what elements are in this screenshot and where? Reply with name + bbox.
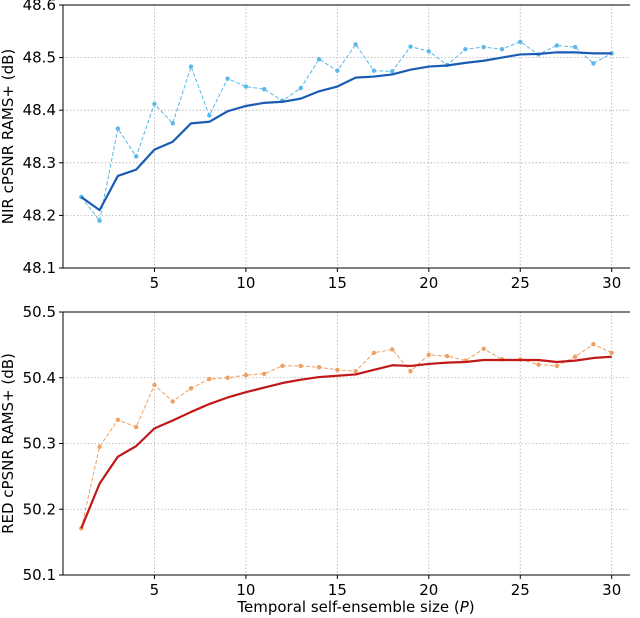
nir-y-tick-label: 48.3 [23, 154, 56, 172]
nir-per-p-point [261, 86, 267, 92]
red-per-p-point [207, 376, 212, 382]
nir-per-p-point [188, 64, 194, 69]
nir-per-p-point [115, 126, 121, 131]
nir-per-p-series-line [80, 41, 612, 222]
nir-x-tick-label: 25 [511, 274, 530, 292]
nir-x-tick-label: 30 [602, 274, 621, 292]
red-per-p-point [261, 371, 267, 377]
red-per-p-point [481, 346, 486, 352]
red-chart-panel: 5 10 15 20 25 30 50.1 50.2 50.3 50.4 50.5 RED cPSNR… [0, 303, 630, 599]
red-per-p-point [353, 368, 358, 374]
red-per-p-point [115, 417, 121, 423]
nir-per-p-point [152, 101, 157, 107]
red-per-p-point [371, 350, 377, 355]
red-per-p-point [188, 386, 194, 391]
nir-per-p-point [499, 46, 505, 52]
red-per-p-point [408, 368, 413, 374]
red-per-p-point [591, 342, 596, 347]
red-cumulative-series-line [80, 355, 612, 529]
nir-per-p-point [426, 49, 432, 54]
red-per-p-point [243, 372, 249, 378]
red-per-p-point [335, 367, 340, 373]
nir-per-p-point [243, 84, 249, 89]
nir-per-p-point [133, 154, 139, 159]
nir-per-p-point [518, 39, 523, 45]
red-per-p-point [536, 362, 541, 367]
red-per-p-point [390, 347, 395, 352]
nir-per-p-point [408, 44, 413, 49]
red-x-tick-label: 30 [602, 581, 621, 599]
red-per-p-point [316, 365, 322, 370]
nir-y-tick-label: 48.5 [23, 49, 56, 67]
red-per-p-point [554, 363, 560, 369]
nir-per-p-point [335, 68, 340, 73]
nir-per-p-point [353, 42, 358, 47]
red-y-tick-label: 50.1 [23, 566, 56, 584]
nir-cumulative-series-line [80, 51, 612, 212]
red-per-p-series-line [80, 343, 612, 529]
x-axis-label: Temporal self-ensemble size (P) [236, 598, 474, 616]
nir-x-tick-label: 10 [236, 274, 255, 292]
nir-per-p-point [97, 218, 102, 223]
nir-per-p-point [371, 68, 377, 73]
nir-y-tick-label: 48.2 [23, 206, 56, 224]
red-per-p-point [280, 363, 285, 369]
nir-per-p-point [316, 56, 322, 62]
red-per-p-point [572, 354, 578, 359]
red-x-tick-label: 25 [511, 581, 530, 599]
nir-x-tick-label: 5 [150, 274, 160, 292]
red-x-tick-label: 10 [236, 581, 255, 599]
red-per-p-point [298, 363, 303, 369]
nir-per-p-point [207, 113, 212, 118]
nir-per-p-point [481, 44, 486, 50]
red-per-p-point [133, 424, 139, 430]
nir-x-tick-label: 15 [328, 274, 347, 292]
nir-per-p-point [225, 76, 230, 81]
red-per-p-point [609, 350, 614, 355]
nir-chart-panel: 5 10 15 20 25 30 48.1 48.2 48.3 48.4 48.5 48.6 NIR c… [0, 0, 630, 292]
red-y-tick-label: 50.3 [23, 435, 56, 453]
nir-y-axis-label: NIR cPSNR RAMS+ (dB) [0, 49, 17, 224]
nir-y-tick-label: 48.6 [23, 0, 56, 14]
red-per-p-point [152, 382, 157, 388]
nir-x-tick-label: 20 [419, 274, 438, 292]
red-y-tick-label: 50.2 [23, 500, 56, 518]
nir-per-p-point [170, 121, 175, 126]
red-per-p-point [444, 353, 450, 359]
nir-per-p-point [390, 69, 395, 74]
nir-per-p-point [591, 61, 596, 66]
red-x-tick-label: 20 [419, 581, 438, 599]
red-y-tick-label: 50.4 [23, 369, 56, 387]
red-x-tick-label: 5 [150, 581, 160, 599]
nir-per-p-point [572, 44, 578, 50]
nir-y-tick-label: 48.1 [23, 259, 56, 277]
red-per-p-point [97, 444, 102, 449]
nir-per-p-point [463, 46, 468, 52]
nir-per-p-point [554, 43, 560, 48]
nir-y-tick-label: 48.4 [23, 101, 56, 119]
red-y-axis-label: RED cPSNR RAMS+ (dB) [0, 353, 17, 534]
red-y-tick-label: 50.5 [23, 303, 56, 321]
red-x-tick-label: 15 [328, 581, 347, 599]
red-per-p-point [426, 352, 432, 357]
red-per-p-point [225, 375, 230, 380]
nir-per-p-point [298, 85, 303, 91]
red-per-p-point [170, 399, 175, 404]
